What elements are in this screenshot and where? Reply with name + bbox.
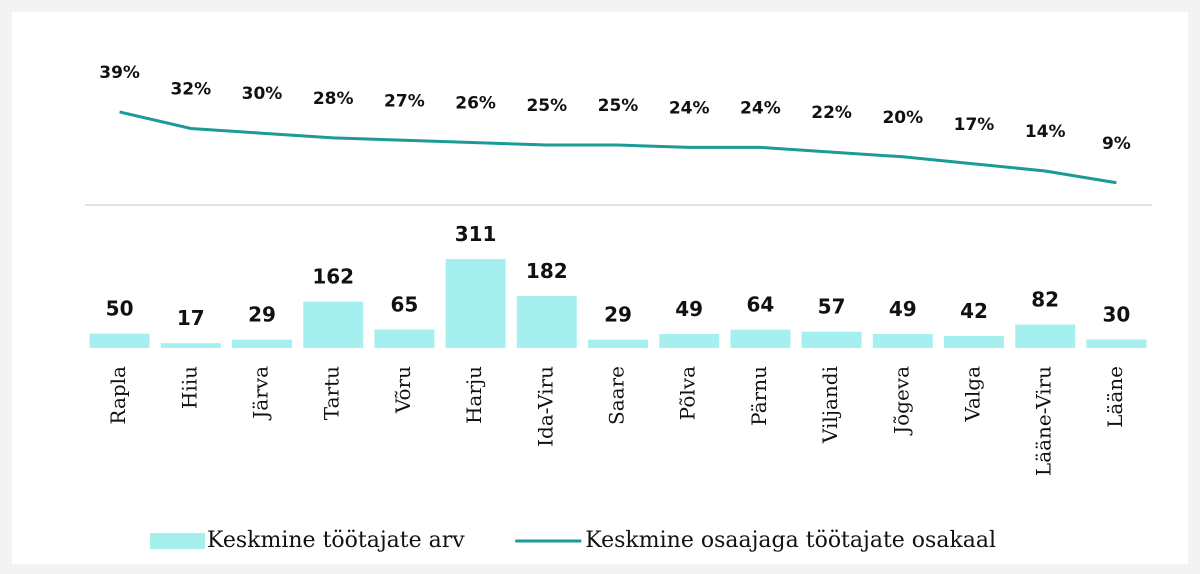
- line-value-label: 17%: [954, 115, 995, 135]
- bar: [1086, 339, 1147, 348]
- bar: [303, 301, 364, 348]
- bar: [659, 333, 720, 348]
- legend-swatch: [150, 533, 205, 549]
- legend-label: Keskmine töötajate arv: [207, 528, 465, 553]
- bar-value-label: 65: [390, 292, 418, 316]
- line-value-label: 39%: [99, 63, 140, 83]
- bar: [944, 335, 1004, 348]
- x-tick-label: Viljandi: [818, 366, 842, 444]
- bar: [89, 333, 150, 348]
- line-value-label: 9%: [1102, 134, 1131, 154]
- bar-value-label: 82: [1031, 288, 1059, 312]
- bar-value-label: 29: [248, 303, 276, 327]
- x-tick-label: Pärnu: [747, 366, 771, 426]
- x-tick-label: Saare: [605, 366, 629, 425]
- plot-background: [12, 12, 1188, 564]
- x-tick-label: Põlva: [676, 366, 700, 420]
- line-value-label: 28%: [313, 89, 354, 109]
- bar: [872, 333, 933, 348]
- bar-value-label: 29: [604, 303, 632, 327]
- line-value-label: 25%: [526, 96, 567, 116]
- line-value-label: 26%: [455, 94, 496, 114]
- bar-value-label: 50: [106, 297, 134, 321]
- line-value-label: 30%: [242, 84, 283, 104]
- bar: [588, 339, 648, 348]
- legend-label: Keskmine osaajaga töötajate osakaal: [585, 528, 996, 553]
- bar-value-label: 17: [177, 306, 205, 330]
- x-tick-label: Jõgeva: [889, 366, 913, 436]
- line-value-label: 24%: [669, 98, 710, 118]
- x-tick-label: Lääne: [1103, 366, 1127, 428]
- bar: [374, 329, 435, 348]
- bar: [516, 295, 577, 348]
- line-value-label: 27%: [384, 91, 425, 111]
- bar: [160, 343, 221, 348]
- bar-value-label: 162: [312, 265, 354, 289]
- bar: [801, 331, 862, 348]
- bar: [730, 329, 791, 348]
- bar: [232, 339, 292, 348]
- x-tick-label: Järva: [249, 366, 273, 421]
- bar-value-label: 64: [746, 293, 774, 317]
- x-tick-label: Harju: [462, 366, 486, 424]
- bar-value-label: 182: [526, 259, 568, 283]
- line-value-label: 24%: [740, 98, 781, 118]
- line-value-label: 20%: [882, 108, 923, 128]
- bar-value-label: 49: [675, 297, 703, 321]
- bar-value-label: 42: [960, 299, 988, 323]
- x-tick-label: Ida-Viru: [533, 366, 557, 447]
- line-value-label: 25%: [598, 96, 639, 116]
- x-tick-label: Tartu: [320, 366, 344, 420]
- x-tick-label: Lääne-Viru: [1032, 366, 1056, 476]
- bar-value-label: 311: [455, 222, 497, 246]
- x-tick-label: Rapla: [106, 366, 130, 425]
- bar-value-label: 49: [889, 297, 917, 321]
- bar: [445, 259, 506, 348]
- x-tick-label: Hiiu: [177, 366, 201, 409]
- x-tick-label: Valga: [961, 366, 985, 423]
- line-value-label: 22%: [811, 103, 852, 123]
- x-tick-label: Võru: [391, 366, 415, 414]
- bar-value-label: 57: [818, 295, 846, 319]
- line: [119, 110, 1117, 185]
- bar-value-label: 30: [1102, 302, 1130, 326]
- bar: [1015, 324, 1076, 348]
- line-value-label: 32%: [170, 79, 211, 99]
- line-value-label: 14%: [1025, 122, 1066, 142]
